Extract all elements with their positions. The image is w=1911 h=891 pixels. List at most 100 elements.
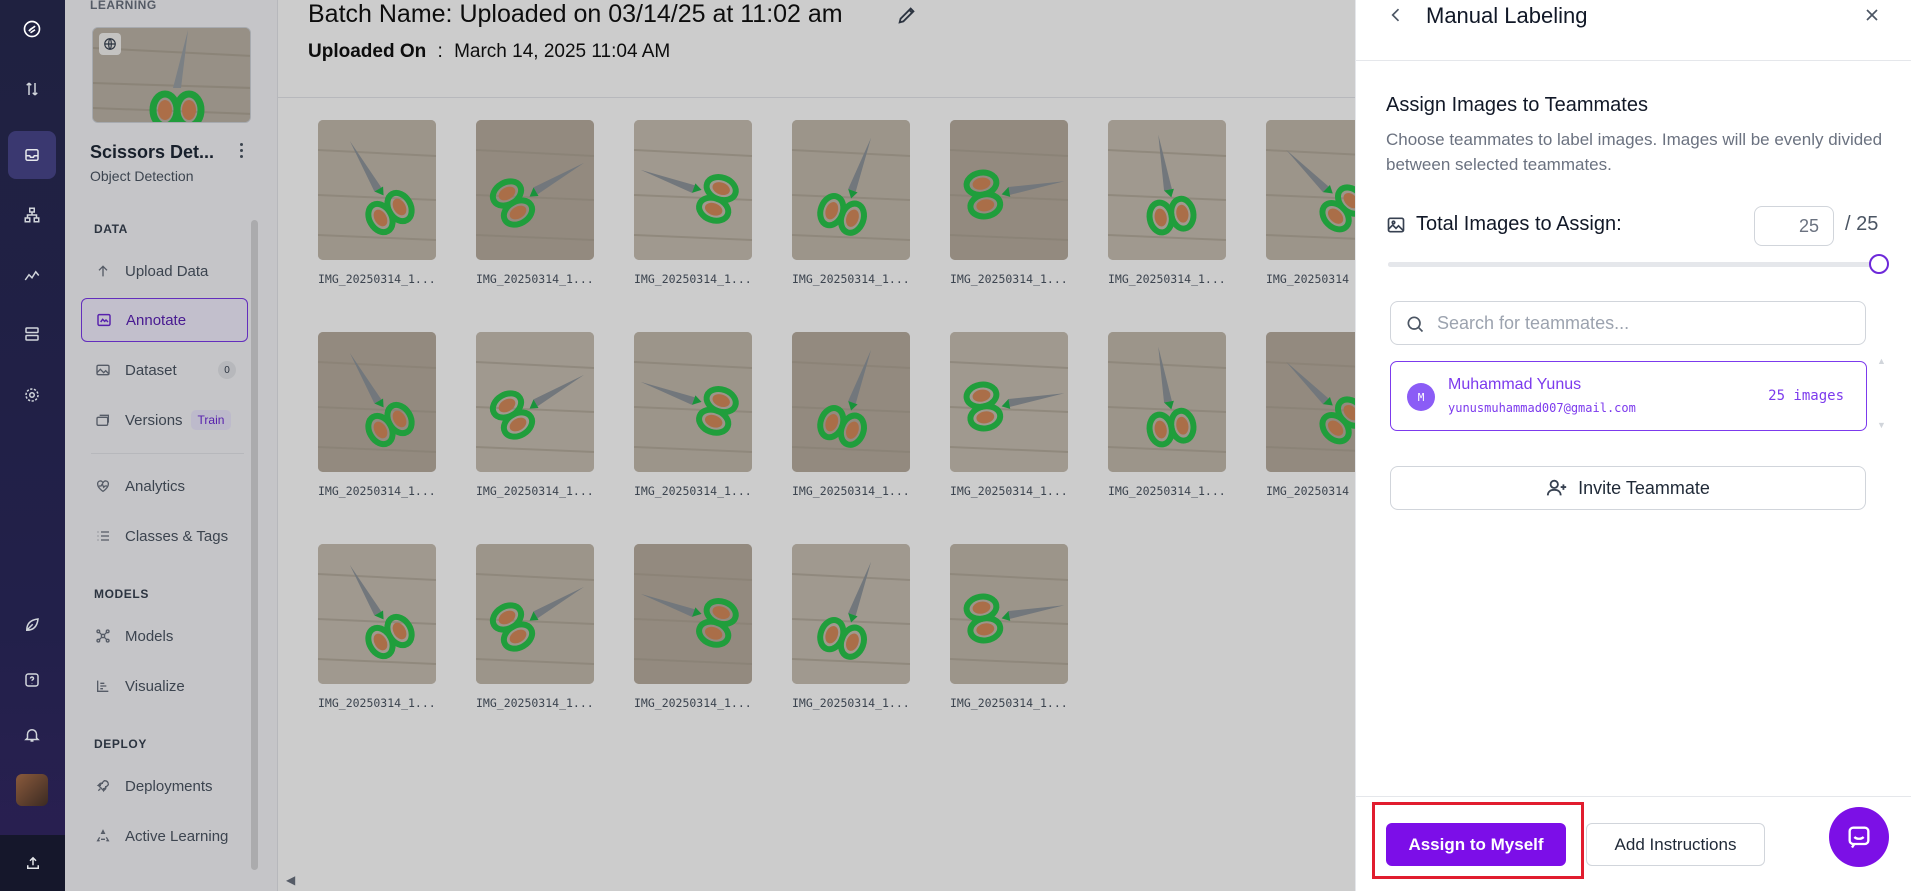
image-filename: IMG_20250314_1... <box>950 484 1068 498</box>
batch-name-heading: Batch Name: Uploaded on 03/14/25 at 11:0… <box>308 0 843 29</box>
sidebar-item-label: Deployments <box>125 777 213 795</box>
scissors-image-thumbnail <box>950 332 1068 472</box>
list-icon <box>97 531 109 541</box>
image-filename: IMG_20250314 <box>1266 272 1350 286</box>
scissors-image-thumbnail <box>1108 332 1226 472</box>
list-scroll-up-icon[interactable]: ▲ <box>1877 356 1886 366</box>
bell-icon[interactable] <box>8 711 56 759</box>
scissors-image-thumbnail <box>318 332 436 472</box>
sidebar-item-active-learning[interactable]: Active Learning <box>81 814 248 858</box>
sidebar-item-dataset[interactable]: Dataset 0 <box>81 348 248 392</box>
swap-icon[interactable] <box>8 65 56 113</box>
avatar[interactable] <box>8 766 56 814</box>
heart-pulse-icon <box>97 480 109 493</box>
total-images-input[interactable]: 25 <box>1754 206 1834 246</box>
scissors-image-thumbnail <box>950 120 1068 260</box>
upload-icon[interactable] <box>0 835 65 891</box>
image-filename: IMG_20250314_1... <box>634 696 752 710</box>
sidebar-item-annotate[interactable]: Annotate <box>81 298 248 342</box>
arrow-up-icon <box>98 265 108 277</box>
back-chevron-icon[interactable] <box>1386 5 1406 25</box>
manual-labeling-panel: Manual Labeling Assign Images to Teammat… <box>1355 0 1911 891</box>
image-card[interactable]: IMG_20250314_1... <box>476 544 594 710</box>
uploaded-on-value: March 14, 2025 11:04 AM <box>454 41 671 62</box>
user-plus-icon <box>1547 479 1567 496</box>
sidebar-item-analytics[interactable]: Analytics <box>81 464 248 508</box>
image-card[interactable]: IMG_20250314_1... <box>318 544 436 710</box>
assign-to-myself-button[interactable]: Assign to Myself <box>1386 823 1566 866</box>
image-card[interactable]: IMG_20250314_1... <box>1108 332 1226 498</box>
globe-icon <box>99 33 121 55</box>
total-images-label: Total Images to Assign: <box>1416 213 1622 235</box>
help-icon[interactable] <box>8 656 56 704</box>
list-scroll-down-icon[interactable]: ▼ <box>1877 420 1886 430</box>
train-badge: Train <box>190 410 232 430</box>
image-filename: IMG_20250314_1... <box>792 272 910 286</box>
image-card[interactable]: IMG_20250314_1... <box>318 120 436 286</box>
image-filename: IMG_20250314_1... <box>950 696 1068 710</box>
add-instructions-button[interactable]: Add Instructions <box>1586 823 1765 866</box>
image-card[interactable]: IMG_20250314_1... <box>476 120 594 286</box>
workflow-icon[interactable] <box>8 191 56 239</box>
project-menu-icon[interactable] <box>233 140 249 160</box>
assign-subtitle: Assign Images to Teammates <box>1386 94 1648 116</box>
sidebar-item-visualize[interactable]: Visualize <box>81 664 248 708</box>
chart-icon[interactable] <box>8 250 56 298</box>
image-card[interactable]: IMG_20250314_1... <box>792 332 910 498</box>
icon-rail <box>0 0 65 891</box>
image-filename: IMG_20250314_1... <box>792 696 910 710</box>
project-thumbnail[interactable] <box>92 27 251 123</box>
sidebar-item-versions[interactable]: Versions Train <box>81 398 248 442</box>
image-card[interactable]: IMG_20250314_1... <box>634 544 752 710</box>
main-content: Batch Name: Uploaded on 03/14/25 at 11:0… <box>278 0 1384 891</box>
image-card[interactable]: IMG_20250314_1... <box>1108 120 1226 286</box>
uploaded-on-separator: : <box>437 41 443 62</box>
edit-pencil-icon[interactable] <box>896 4 918 26</box>
scissors-image-thumbnail <box>318 120 436 260</box>
server-icon[interactable] <box>8 310 56 358</box>
teammate-row[interactable]: M Muhammad Yunus yunusmuhammad007@gmail.… <box>1390 361 1867 431</box>
inbox-icon[interactable] <box>8 131 56 179</box>
image-filename: IMG_20250314_1... <box>1108 272 1226 286</box>
section-label-learning: LEARNING <box>90 0 157 12</box>
scissors-image-thumbnail <box>792 544 910 684</box>
rocket-icon <box>96 779 110 793</box>
settings-icon[interactable] <box>8 371 56 419</box>
search-input[interactable] <box>1437 302 1857 344</box>
teammate-avatar: M <box>1407 383 1435 411</box>
image-filename: IMG_20250314_1... <box>318 272 436 286</box>
image-card[interactable]: IMG_20250314_1... <box>950 544 1068 710</box>
sidebar-item-classes-tags[interactable]: Classes & Tags <box>81 514 248 558</box>
invite-label: Invite Teammate <box>1578 477 1710 498</box>
sidebar-item-label: Dataset <box>125 361 177 379</box>
image-card[interactable]: IMG_20250314_1... <box>634 120 752 286</box>
leaf-icon[interactable] <box>8 601 56 649</box>
image-filename: IMG_20250314_1... <box>792 484 910 498</box>
sidebar-item-models[interactable]: Models <box>81 614 248 658</box>
invite-teammate-button[interactable]: Invite Teammate <box>1390 466 1866 510</box>
image-card[interactable]: IMG_20250314_1... <box>950 120 1068 286</box>
image-card[interactable]: IMG_20250314_1... <box>476 332 594 498</box>
image-card[interactable]: IMG_20250314_1... <box>792 544 910 710</box>
assign-description: Choose teammates to label images. Images… <box>1386 130 1883 174</box>
scissors-image-thumbnail <box>792 332 910 472</box>
sidebar-item-deployments[interactable]: Deployments <box>81 764 248 808</box>
sidebar-item-label: Annotate <box>126 311 187 329</box>
sidebar-scrollbar[interactable] <box>251 220 258 870</box>
image-card[interactable]: IMG_20250314_1... <box>634 332 752 498</box>
chat-icon[interactable] <box>1829 807 1889 867</box>
sidebar-item-upload-data[interactable]: Upload Data <box>81 249 248 293</box>
scroll-left-icon[interactable]: ◀ <box>286 873 296 887</box>
images-slider-handle[interactable] <box>1869 254 1889 274</box>
image-card[interactable]: IMG_20250314_1... <box>950 332 1068 498</box>
images-slider-track[interactable] <box>1388 262 1874 267</box>
image-filename: IMG_20250314_1... <box>634 484 752 498</box>
logo-icon[interactable] <box>8 5 56 53</box>
image-card[interactable]: IMG_20250314_1... <box>318 332 436 498</box>
versions-icon <box>96 414 109 426</box>
scissors-image-thumbnail <box>634 120 752 260</box>
close-icon[interactable] <box>1862 5 1882 25</box>
sidebar-item-label: Analytics <box>125 477 186 495</box>
teammate-search[interactable] <box>1390 301 1866 345</box>
image-card[interactable]: IMG_20250314_1... <box>792 120 910 286</box>
